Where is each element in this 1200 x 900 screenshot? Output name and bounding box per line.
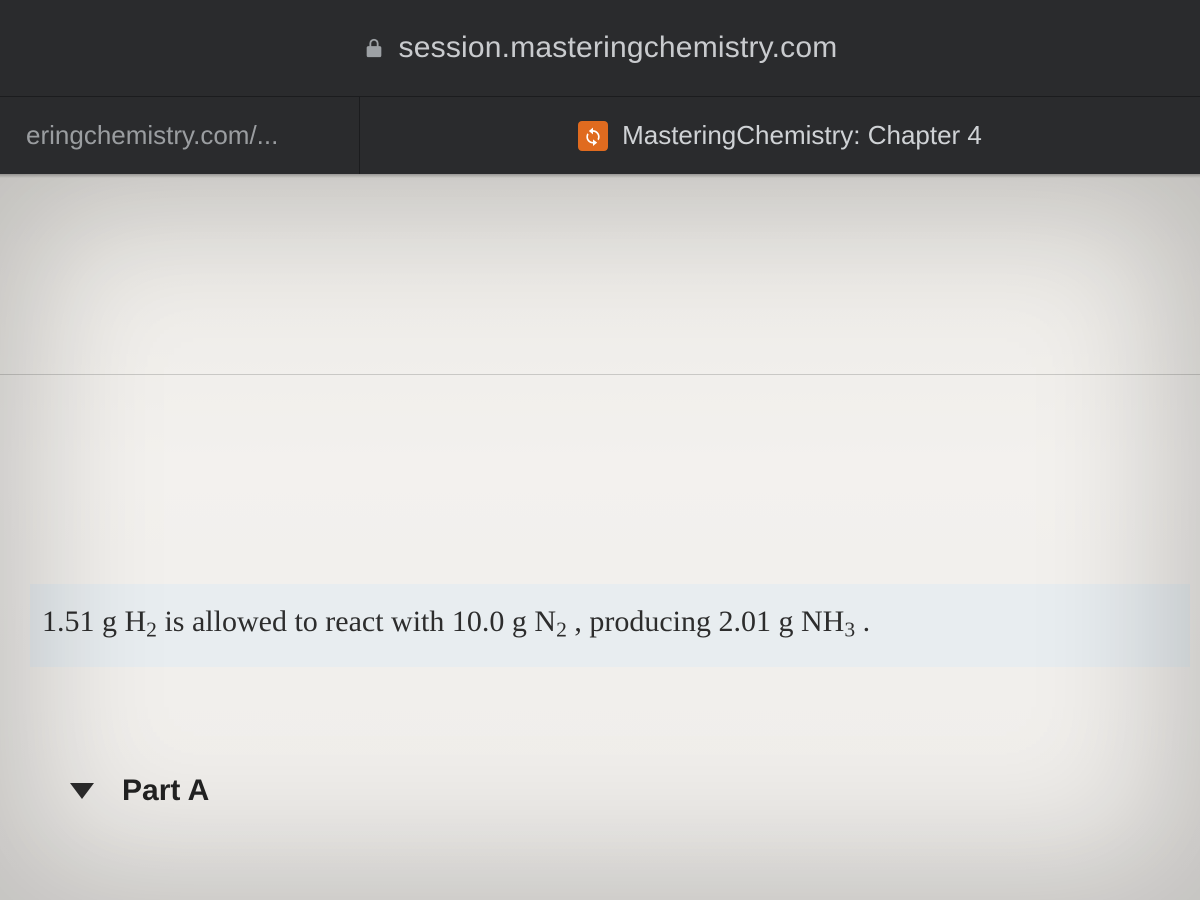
caret-down-icon — [70, 783, 94, 799]
browser-chrome: session.masteringchemistry.com eringchem… — [0, 0, 1200, 174]
problem-statement: 1.51 g H2 is allowed to react with 10.0 … — [30, 584, 1190, 667]
tab-active-label: MasteringChemistry: Chapter 4 — [622, 120, 982, 151]
tabs-row: eringchemistry.com/... MasteringChemistr… — [0, 96, 1200, 174]
species-n2: N2 — [534, 605, 566, 638]
lock-icon — [363, 35, 385, 61]
part-a-label: Part A — [122, 774, 209, 808]
address-bar[interactable]: session.masteringchemistry.com — [0, 0, 1200, 96]
unit-g-1: g — [102, 605, 117, 638]
tab-inactive-label: eringchemistry.com/... — [26, 120, 278, 151]
text-segment-2: , producing — [574, 605, 718, 638]
part-a-header[interactable]: Part A — [70, 774, 209, 808]
page-content: 1.51 g H2 is allowed to react with 10.0 … — [0, 174, 1200, 900]
unit-g-3: g — [779, 605, 794, 638]
tab-active[interactable]: MasteringChemistry: Chapter 4 — [360, 97, 1200, 174]
species-h2: H2 — [125, 605, 157, 638]
species-nh3: NH3 — [801, 605, 855, 638]
page-top-shadow — [0, 174, 1200, 178]
address-bar-text: session.masteringchemistry.com — [399, 31, 838, 65]
text-segment-1: is allowed to react with — [164, 605, 451, 638]
tab-inactive[interactable]: eringchemistry.com/... — [0, 97, 360, 174]
mass-h2-value: 1.51 — [42, 605, 95, 638]
page-divider — [0, 374, 1200, 375]
refresh-favicon-icon — [578, 121, 608, 151]
text-period: . — [863, 605, 871, 638]
mass-n2-value: 10.0 — [452, 605, 505, 638]
mass-nh3-value: 2.01 — [719, 605, 772, 638]
unit-g-2: g — [512, 605, 527, 638]
